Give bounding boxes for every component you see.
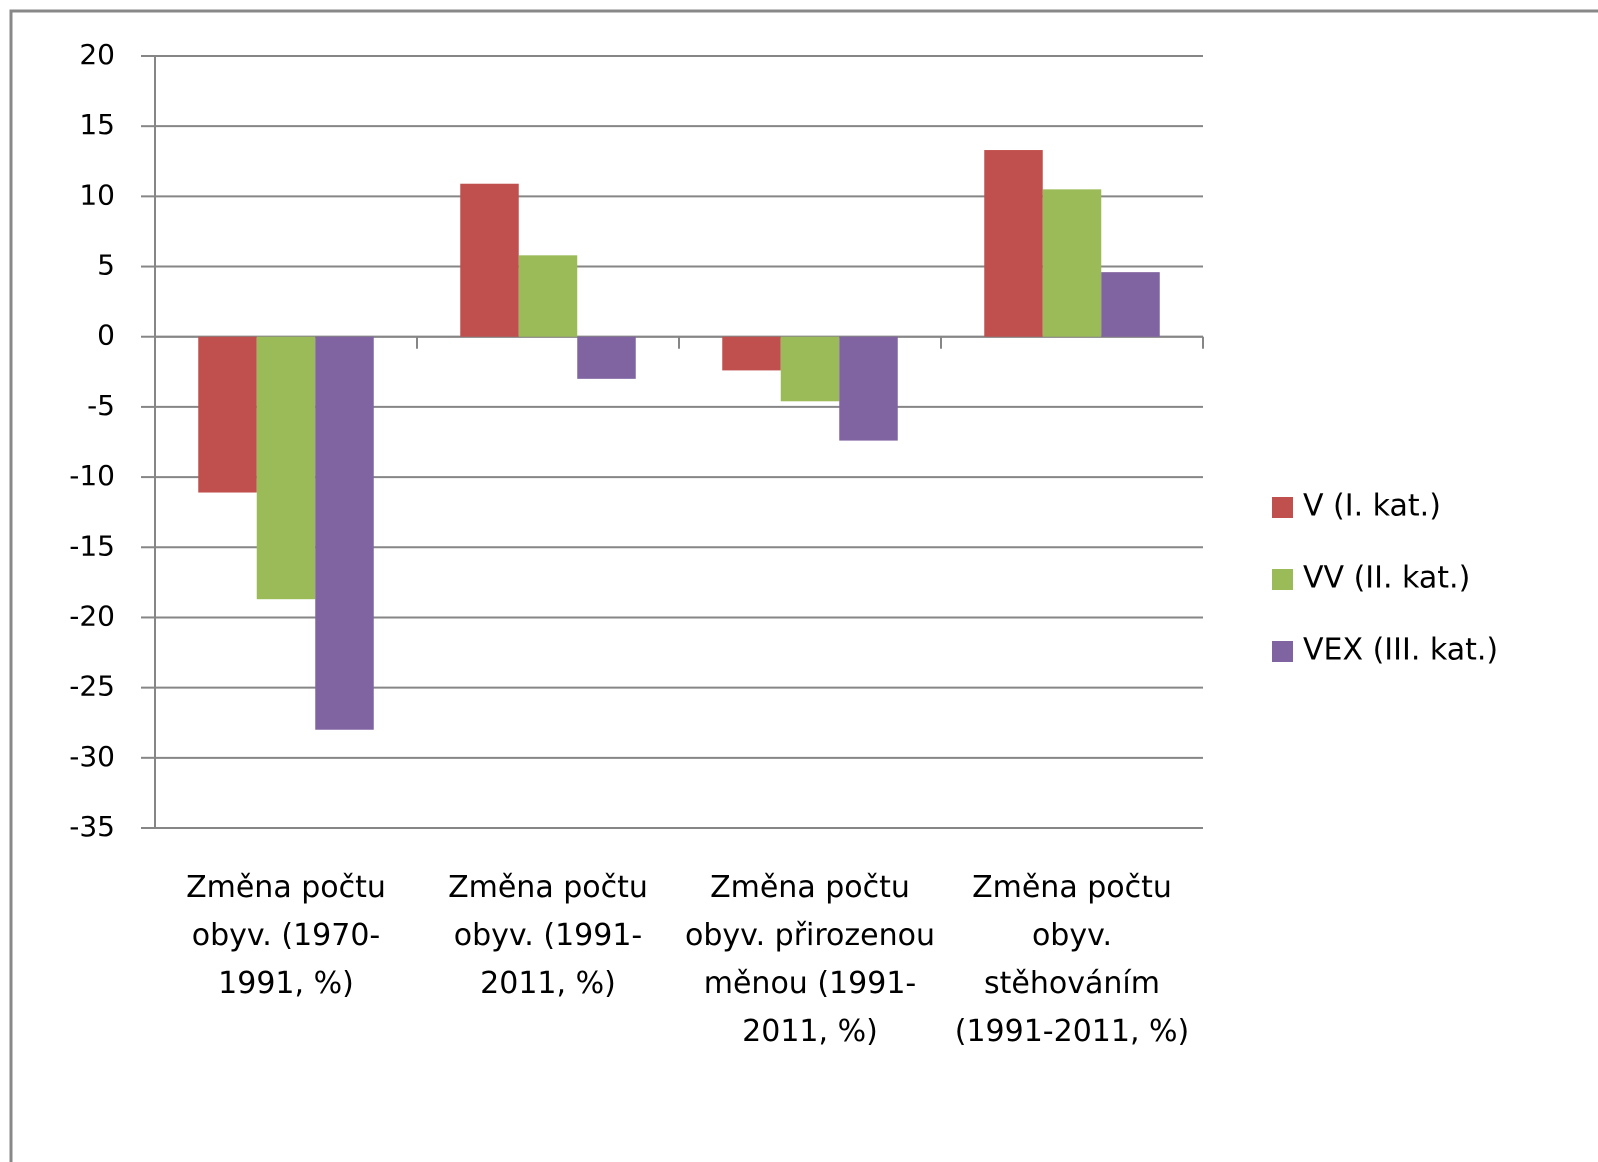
legend-label: VEX (III. kat.) (1303, 633, 1498, 668)
y-tick-label: -35 (69, 810, 115, 843)
y-tick-label: 10 (79, 178, 115, 211)
bar (984, 150, 1043, 337)
x-tick-label: Změna počtu obyv. (1970-1991, %) (186, 870, 386, 1001)
x-tick-label: Změna počtu obyv. stěhováním (1991-2011,… (954, 870, 1190, 1049)
y-tick-label: 20 (79, 38, 115, 71)
bar (518, 255, 578, 337)
y-tick-label: -10 (69, 459, 115, 492)
legend-swatch (1272, 641, 1293, 662)
y-tick-label: 15 (79, 108, 115, 141)
bar (780, 336, 840, 402)
bar (1042, 189, 1102, 337)
bar (460, 183, 519, 337)
x-tick-label: Změna počtu obyv. přirozenou měnou (1991… (685, 870, 935, 1049)
legend-label: VV (II. kat.) (1303, 561, 1470, 596)
bar (198, 336, 257, 493)
bar (577, 336, 636, 379)
y-tick-label: 5 (97, 249, 115, 282)
legend-swatch (1272, 569, 1293, 590)
legend-label: V (I. kat.) (1303, 489, 1441, 524)
x-tick-label: Změna počtu obyv. (1991-2011, %) (448, 870, 648, 1001)
y-tick-label: -20 (69, 599, 115, 632)
bar (722, 336, 781, 371)
bar (256, 336, 316, 600)
bar (1101, 272, 1160, 337)
bar (839, 336, 898, 441)
bar (315, 336, 374, 730)
y-tick-label: -30 (69, 740, 115, 773)
y-tick-label: -15 (69, 529, 115, 562)
y-tick-label: -5 (87, 389, 115, 422)
legend-swatch (1272, 497, 1293, 518)
y-tick-label: 0 (97, 319, 115, 352)
y-tick-label: -25 (69, 670, 115, 703)
